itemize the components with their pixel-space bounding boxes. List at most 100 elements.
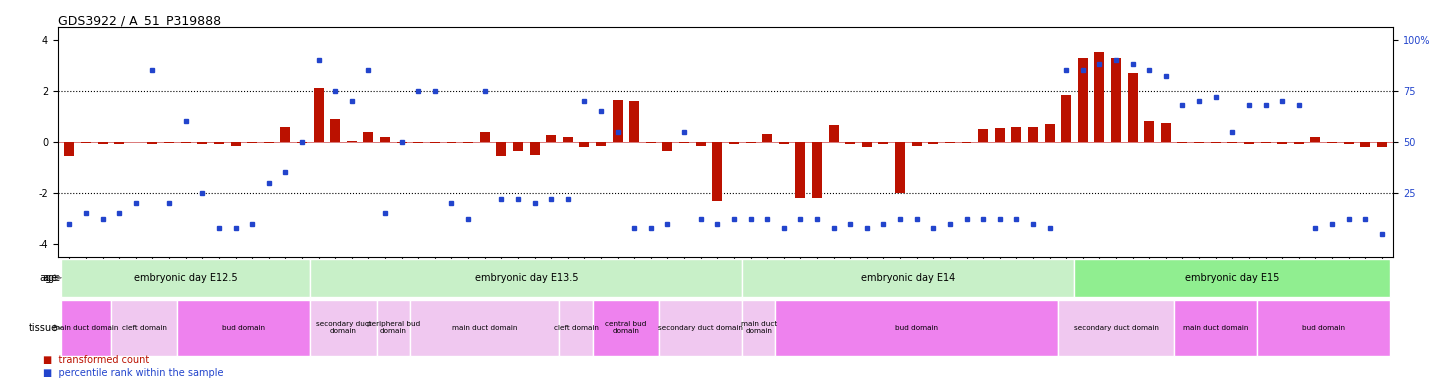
Text: bud domain: bud domain bbox=[222, 325, 266, 331]
Bar bbox=[612, 100, 622, 142]
Bar bbox=[878, 142, 888, 144]
Bar bbox=[165, 142, 175, 143]
Bar bbox=[1058, 300, 1174, 356]
Text: secondary duct
domain: secondary duct domain bbox=[316, 321, 371, 334]
Bar bbox=[380, 137, 390, 142]
Text: ■  transformed count: ■ transformed count bbox=[43, 355, 150, 365]
Bar bbox=[1376, 142, 1386, 147]
Bar bbox=[742, 259, 1074, 296]
Bar bbox=[1294, 142, 1304, 144]
Bar bbox=[1194, 142, 1204, 143]
Bar bbox=[1077, 58, 1087, 142]
Text: main duct domain: main duct domain bbox=[1183, 325, 1249, 331]
Bar bbox=[663, 142, 673, 151]
Bar bbox=[658, 300, 742, 356]
Bar bbox=[1243, 142, 1253, 144]
Bar bbox=[995, 128, 1005, 142]
Bar bbox=[310, 259, 742, 296]
Bar bbox=[479, 132, 490, 142]
Text: embryonic day E12.5: embryonic day E12.5 bbox=[134, 273, 237, 283]
Bar bbox=[247, 142, 257, 143]
Text: main duct
domain: main duct domain bbox=[741, 321, 777, 334]
Bar bbox=[397, 142, 407, 143]
Text: tissue: tissue bbox=[29, 323, 58, 333]
Bar bbox=[280, 126, 290, 142]
Bar bbox=[1310, 137, 1320, 142]
Bar bbox=[413, 142, 423, 143]
Bar bbox=[331, 119, 341, 142]
Bar bbox=[297, 142, 308, 143]
Text: embryonic day E14: embryonic day E14 bbox=[861, 273, 956, 283]
Bar bbox=[513, 142, 523, 151]
Bar bbox=[1174, 300, 1258, 356]
Bar bbox=[696, 142, 706, 146]
Text: ■  percentile rank within the sample: ■ percentile rank within the sample bbox=[43, 368, 224, 378]
Bar bbox=[1074, 259, 1391, 296]
Text: bud domain: bud domain bbox=[1302, 325, 1346, 331]
Bar bbox=[180, 142, 191, 143]
Bar bbox=[98, 142, 108, 144]
Text: secondary duct domain: secondary duct domain bbox=[1073, 325, 1158, 331]
Bar bbox=[1161, 122, 1171, 142]
Bar bbox=[862, 142, 872, 147]
Bar bbox=[1327, 142, 1337, 143]
Text: peripheral bud
domain: peripheral bud domain bbox=[367, 321, 420, 334]
Bar bbox=[1227, 142, 1238, 143]
Bar bbox=[1258, 300, 1391, 356]
Bar bbox=[911, 142, 921, 146]
Text: embryonic day E15: embryonic day E15 bbox=[1186, 273, 1279, 283]
Bar bbox=[745, 142, 755, 143]
Bar bbox=[729, 142, 739, 144]
Bar bbox=[962, 142, 972, 143]
Bar bbox=[1276, 142, 1287, 144]
Text: cleft domain: cleft domain bbox=[121, 325, 166, 331]
Bar bbox=[497, 142, 507, 156]
Bar bbox=[1261, 142, 1271, 143]
Bar bbox=[563, 137, 573, 142]
Bar bbox=[1343, 142, 1353, 144]
Bar bbox=[530, 142, 540, 155]
Bar bbox=[377, 300, 410, 356]
Bar bbox=[812, 142, 822, 198]
Text: embryonic day E13.5: embryonic day E13.5 bbox=[475, 273, 578, 283]
Bar bbox=[895, 142, 905, 193]
Bar bbox=[313, 88, 323, 142]
Bar bbox=[430, 142, 440, 143]
Text: main duct domain: main duct domain bbox=[452, 325, 517, 331]
Bar bbox=[928, 142, 939, 144]
Bar bbox=[1061, 94, 1071, 142]
Bar bbox=[147, 142, 157, 144]
Bar bbox=[410, 300, 559, 356]
Bar bbox=[1028, 126, 1038, 142]
Bar bbox=[546, 136, 556, 142]
Bar bbox=[231, 142, 241, 146]
Bar bbox=[446, 142, 456, 143]
Bar bbox=[464, 142, 474, 143]
Bar bbox=[81, 142, 91, 143]
Bar bbox=[1128, 73, 1138, 142]
Bar bbox=[264, 142, 274, 143]
Bar bbox=[364, 132, 374, 142]
Bar bbox=[178, 300, 310, 356]
Bar bbox=[596, 142, 606, 146]
Bar bbox=[679, 142, 689, 143]
Bar bbox=[778, 142, 788, 144]
Bar bbox=[1011, 126, 1021, 142]
Text: central bud
domain: central bud domain bbox=[605, 321, 647, 334]
Bar bbox=[347, 141, 357, 142]
Text: GDS3922 / A_51_P319888: GDS3922 / A_51_P319888 bbox=[58, 14, 221, 27]
Bar bbox=[111, 300, 178, 356]
Text: age: age bbox=[42, 273, 61, 283]
Bar bbox=[198, 142, 208, 144]
Bar bbox=[61, 259, 310, 296]
Bar bbox=[829, 125, 839, 142]
Bar bbox=[645, 142, 656, 143]
Bar bbox=[944, 142, 954, 143]
Bar bbox=[579, 142, 589, 147]
Bar bbox=[712, 142, 722, 200]
Bar bbox=[1177, 142, 1187, 143]
Bar bbox=[796, 142, 806, 198]
Bar bbox=[214, 142, 224, 144]
Bar bbox=[61, 300, 111, 356]
Bar bbox=[1044, 124, 1054, 142]
